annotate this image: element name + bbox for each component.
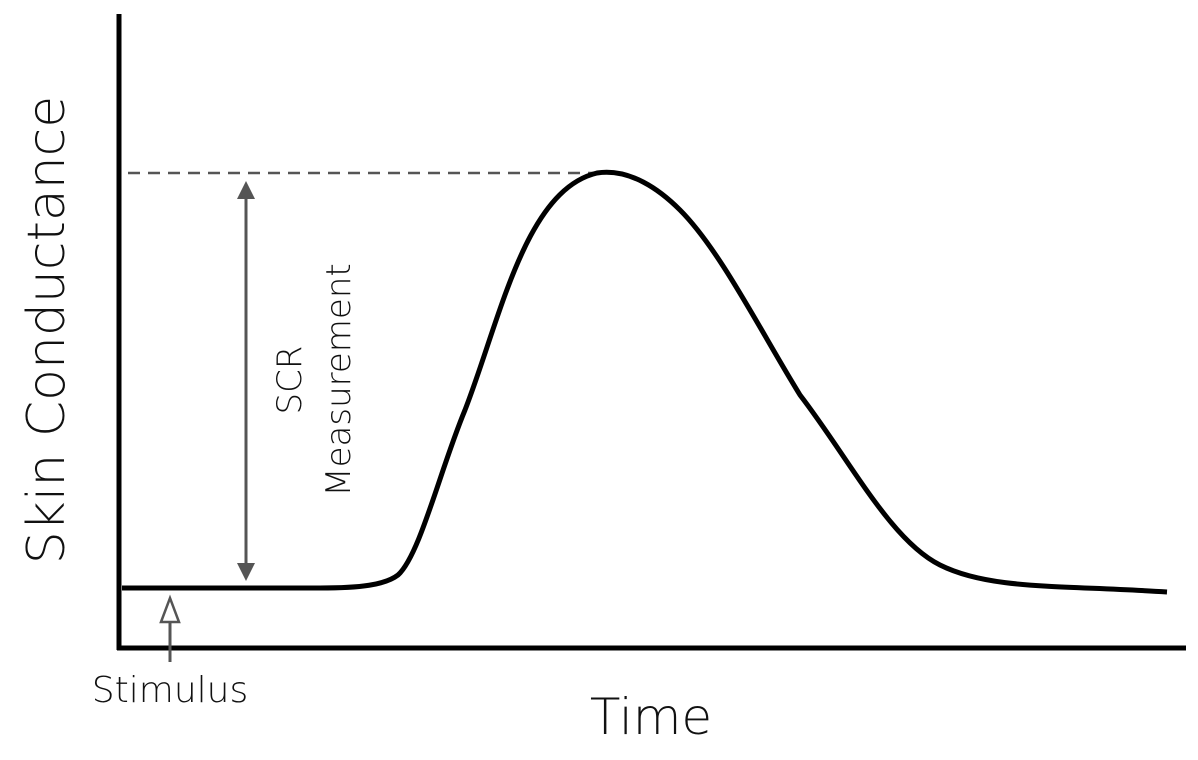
- measurement-label: Measurement: [319, 263, 359, 496]
- response-curve: [122, 169, 1168, 595]
- stimulus-label: Stimulus: [92, 670, 248, 711]
- stimulus-arrow-head: [159, 594, 181, 624]
- measurement-label: SCR: [270, 346, 310, 415]
- x-axis-label: Time: [590, 688, 712, 746]
- y-axis-label: Skin Conductance: [17, 96, 77, 564]
